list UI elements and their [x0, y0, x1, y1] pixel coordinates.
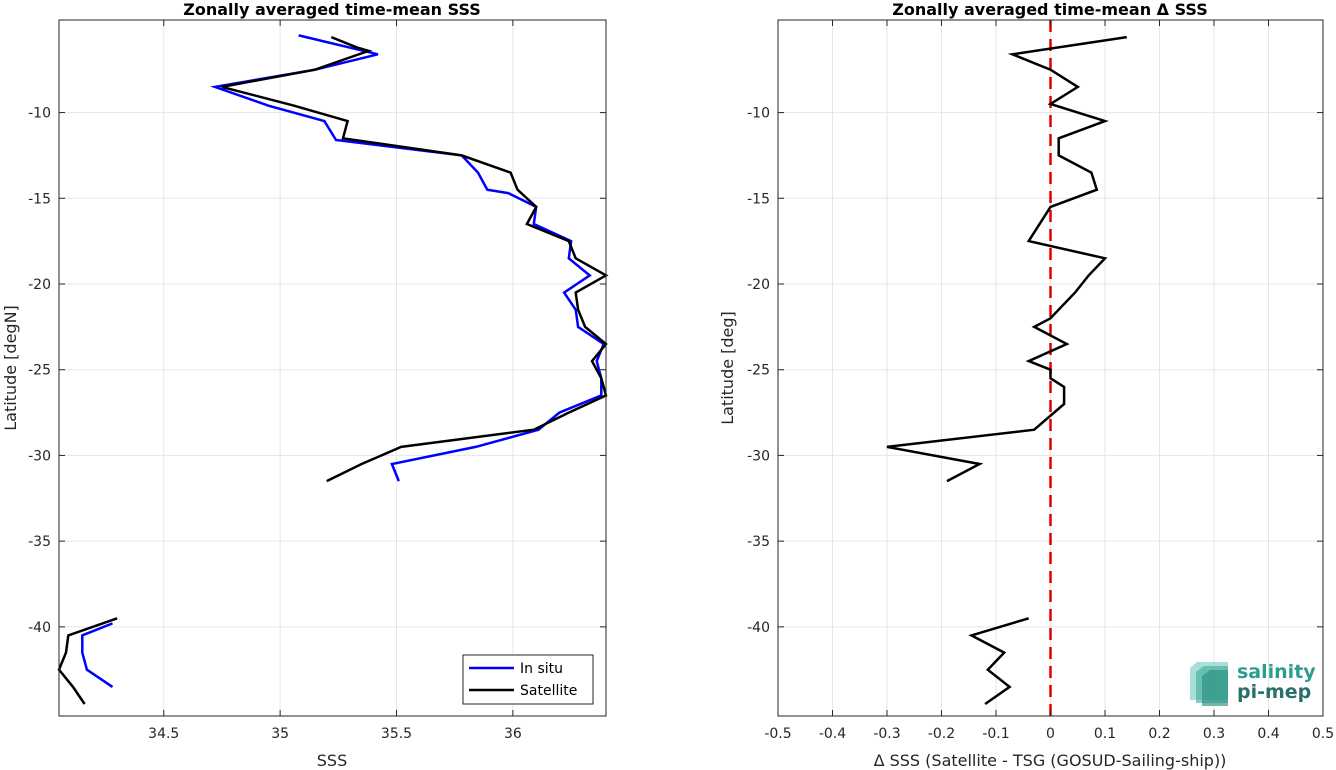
- delta-sss-line-right-seg0: [886, 35, 1127, 483]
- x-tick-label-left: 35: [271, 726, 289, 742]
- y-tick-label-right: -30: [747, 448, 770, 464]
- in-situ-line-left-seg0: [210, 34, 606, 482]
- x-tick-label-left: 34.5: [148, 726, 179, 742]
- legend-box: [462, 654, 594, 705]
- y-tick-label-left: -10: [28, 106, 51, 122]
- panel-right-chart: -0.5 -0.4 -0.3 -0.2 -0.1 0 0.1 0.2 0.3 0.4 0.5 -10 -…: [718, 0, 1334, 770]
- x-tick-label-right: -0.5: [764, 726, 791, 742]
- y-tick-label-right: -15: [747, 191, 770, 207]
- x-tick-label-right: 0: [1046, 726, 1055, 742]
- in-situ-line-left-seg1: [81, 622, 114, 688]
- x-tick-label-right: -0.1: [982, 726, 1009, 742]
- x-tick-label-right: 0.2: [1148, 726, 1170, 742]
- x-tick-label-left: 35.5: [381, 726, 412, 742]
- x-tick-label-right: -0.4: [819, 726, 846, 742]
- y-axis-label-right: Latitude [deg]: [718, 311, 737, 425]
- x-tick-label-right: -0.3: [873, 726, 900, 742]
- series-left: [57, 34, 609, 705]
- y-tick-label-left: -25: [28, 363, 51, 379]
- satellite-line-left-seg1: [57, 617, 118, 705]
- x-axis-label-right: Δ SSS (Satellite - TSG (GOSUD-Sailing-sh…: [874, 751, 1227, 770]
- y-tick-label-right: -40: [747, 620, 770, 636]
- y-tick-label-right: -20: [747, 277, 770, 293]
- x-tick-label-right: -0.2: [928, 726, 955, 742]
- x-axis-label-left: SSS: [317, 751, 347, 770]
- panel-left-chart: 34.5 35 35.5 36 -10 -15 -20 -25 -30 -35 -40 Zonall…: [1, 0, 609, 770]
- x-tick-label-right: 0.3: [1203, 726, 1225, 742]
- legend-label-in-situ: In situ: [520, 661, 563, 677]
- satellite-line-left-seg0: [221, 35, 609, 483]
- y-tick-label-left: -30: [28, 448, 51, 464]
- y-axis-label-left: Latitude [degN]: [1, 305, 20, 431]
- chart-title-left: Zonally averaged time-mean SSS: [183, 0, 481, 19]
- plot-area-left: [59, 20, 606, 716]
- legend: In situ Satellite: [462, 654, 594, 705]
- x-tick-label-right: 0.4: [1257, 726, 1279, 742]
- series-right: [886, 35, 1127, 706]
- y-tick-label-left: -20: [28, 277, 51, 293]
- y-tick-label-left: -15: [28, 191, 51, 207]
- logo-text-line1: salinity: [1237, 661, 1316, 683]
- ticks-right: -0.5 -0.4 -0.3 -0.2 -0.1 0 0.1 0.2 0.3 0.4 0.5 -10 -…: [747, 20, 1334, 742]
- y-tick-label-left: -35: [28, 534, 51, 550]
- y-tick-label-right: -25: [747, 363, 770, 379]
- x-tick-label-right: 0.1: [1094, 726, 1116, 742]
- x-tick-label-left: 36: [504, 726, 522, 742]
- ticks-left: 34.5 35 35.5 36 -10 -15 -20 -25 -30 -35 -40: [28, 20, 606, 742]
- legend-label-satellite: Satellite: [520, 683, 577, 699]
- delta-sss-line-right-seg1: [968, 617, 1030, 706]
- chart-title-right: Zonally averaged time-mean Δ SSS: [892, 0, 1208, 19]
- y-tick-label-right: -35: [747, 534, 770, 550]
- grid-left: [59, 20, 606, 716]
- salinity-pi-mep-logo: salinity pi-mep: [1190, 661, 1316, 706]
- logo-text-line2: pi-mep: [1237, 681, 1311, 703]
- y-tick-label-left: -40: [28, 620, 51, 636]
- axes-box-left: [58, 19, 607, 717]
- y-tick-label-right: -10: [747, 106, 770, 122]
- x-tick-label-right: 0.5: [1312, 726, 1334, 742]
